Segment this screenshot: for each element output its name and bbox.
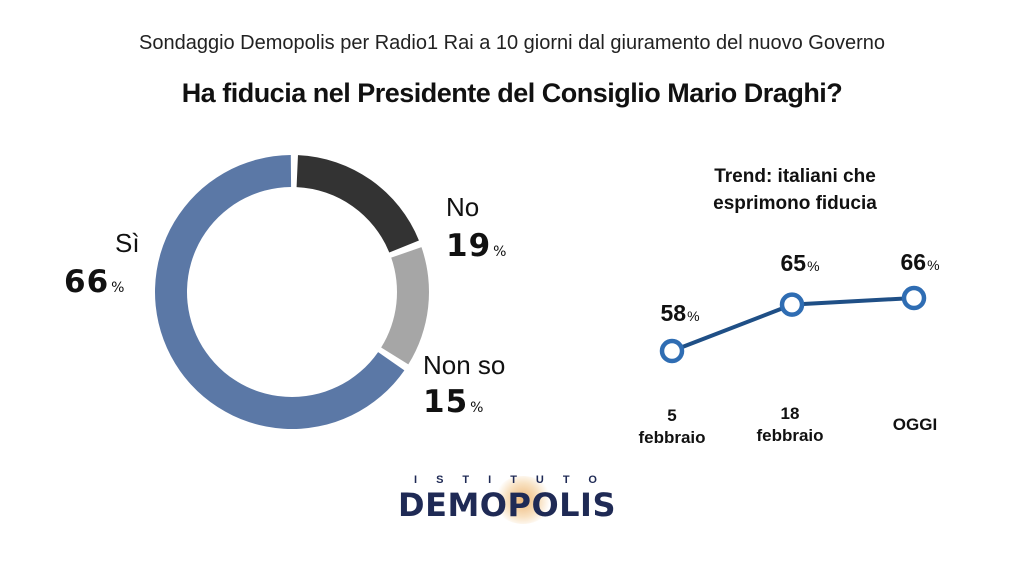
donut-chart [154, 155, 429, 429]
slice-label-si: Sì [115, 228, 140, 258]
chart-title: Ha fiducia nel Presidente del Consiglio … [181, 78, 843, 108]
trend-value-0: 58% [660, 300, 700, 326]
logo-main-text: DEMOPOLIS [398, 486, 616, 524]
trend-point-1 [779, 292, 805, 317]
donut-slice-non-so [381, 247, 429, 365]
trend-category-0: 5 febbraio [638, 406, 706, 447]
slice-value-si: 66% [64, 264, 125, 300]
logo-glow-decoration [494, 476, 552, 524]
donut-slice-no [296, 155, 419, 253]
trend-point-2 [901, 285, 927, 311]
trend-value-1: 65% [780, 250, 820, 276]
trend-line-chart [659, 285, 927, 364]
slice-label-nonso: Non so [423, 350, 506, 380]
slice-value-no: 19% [446, 228, 507, 264]
slice-value-nonso: 15% [423, 384, 484, 420]
trend-title: Trend: italiani che esprimono fiducia [713, 166, 877, 214]
trend-point-0 [659, 338, 685, 364]
trend-category-2: OGGI [892, 415, 938, 434]
demopolis-logo: ISTITUTO DEMOPOLIS [376, 474, 646, 524]
slice-label-no: No [446, 192, 480, 222]
chart-subtitle: Sondaggio Demopolis per Radio1 Rai a 10 … [138, 32, 886, 54]
trend-value-2: 66% [900, 249, 940, 275]
trend-category-1: 18 febbraio [756, 404, 824, 445]
logo-top-text: ISTITUTO [414, 474, 616, 486]
